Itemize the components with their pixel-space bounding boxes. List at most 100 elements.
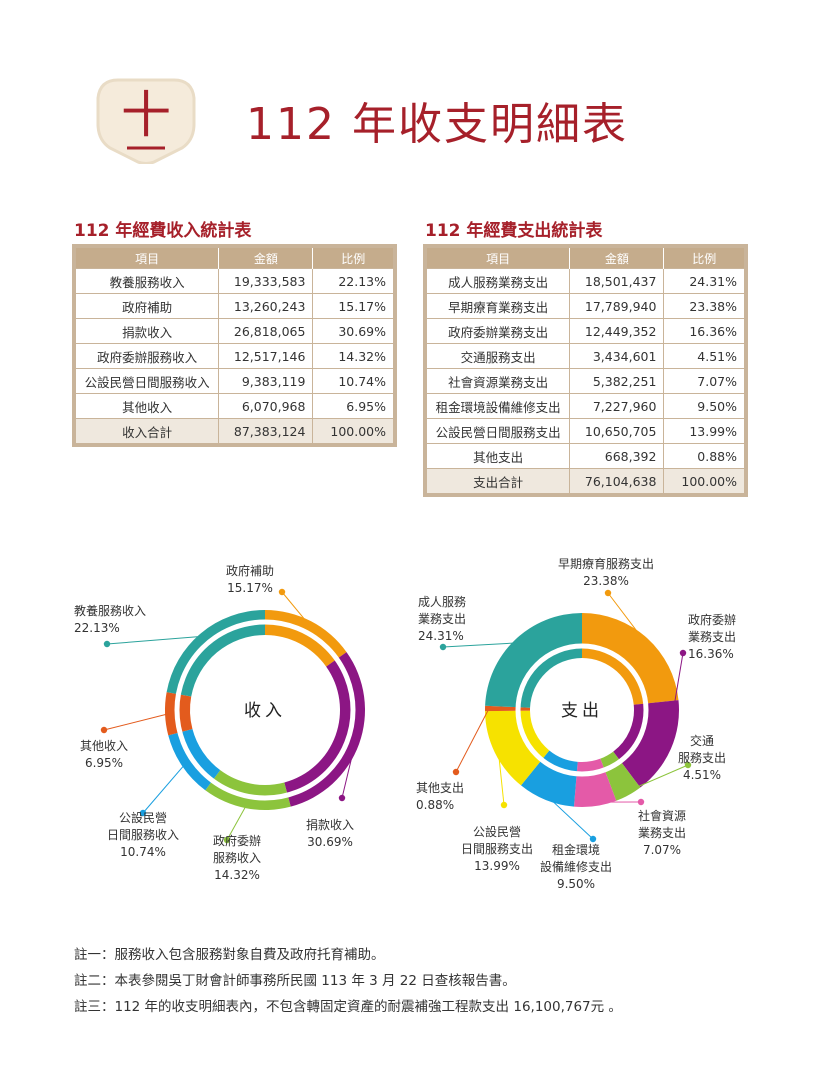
leader-line [626, 764, 689, 792]
table-cell-amount: 19,333,583 [218, 268, 314, 294]
income-table-title: 112 年經費收入統計表 [74, 221, 252, 241]
slice-category-label: 業務支出 [418, 612, 466, 626]
donut-slice [485, 613, 582, 708]
table-total-row: 支出合計 76,104,638 100.00% [424, 468, 747, 496]
table-cell-ratio: 30.69% [312, 318, 396, 344]
donut-slice [613, 700, 679, 788]
table-cell-ratio: 15.17% [312, 293, 396, 319]
leader-dot [139, 809, 147, 817]
table-row: 租金環境設備維修支出 7,227,960 9.50% [424, 393, 747, 419]
slice-category-label: 早期療育服務支出 [558, 556, 654, 571]
leader-dot [103, 640, 111, 648]
table-cell-ratio: 10.74% [312, 368, 396, 394]
slice-category-label: 交通 [690, 733, 714, 748]
donut-slice [521, 750, 578, 807]
total-cell-ratio: 100.00% [312, 418, 396, 446]
leader-dot [439, 643, 447, 651]
income-donut-chart: 收入 政府補助 15.17% 捐款收入 30.69% 政府委辦服務收入 14.32% 公設民營… [74, 563, 365, 882]
slice-percent-label: 30.69% [307, 835, 353, 849]
slice-percent-label: 4.51% [683, 768, 721, 782]
table-cell-ratio: 23.38% [663, 293, 747, 319]
donut-slice [573, 758, 617, 807]
table-cell-item: 政府補助 [73, 293, 220, 319]
slice-category-label: 業務支出 [638, 826, 686, 840]
slice-category-label: 租金環境 [552, 842, 600, 857]
donut-slice [205, 770, 291, 810]
leader-dot [684, 761, 692, 769]
slice-percent-label: 24.31% [418, 629, 464, 643]
table-cell-item: 教養服務收入 [73, 268, 220, 294]
table-cell-ratio: 24.31% [663, 268, 747, 294]
leader-dot [100, 726, 108, 734]
slice-percent-label: 22.13% [74, 621, 120, 635]
inner-ring [174, 619, 356, 801]
column-header: 項目 [74, 246, 219, 269]
table-row: 政府補助 13,260,243 15.17% [73, 293, 396, 319]
table-row: 政府委辦業務支出 12,449,352 16.36% [424, 318, 747, 344]
total-cell-item: 收入合計 [73, 418, 220, 446]
leader-line [666, 652, 684, 748]
table-row: 政府委辦服務收入 12,517,146 14.32% [73, 343, 396, 369]
table-cell-ratio: 13.99% [663, 418, 747, 444]
income-table: 項目 金額 比例 教養服務收入 19,333,583 22.13% 政府補助 13,26… [72, 244, 397, 447]
table-cell-amount: 13,260,243 [218, 293, 314, 319]
slice-percent-label: 10.74% [120, 845, 166, 859]
table-cell-amount: 12,517,146 [218, 343, 314, 369]
leader-dot [223, 836, 231, 844]
table-cell-item: 政府委辦服務收入 [73, 343, 220, 369]
total-cell-ratio: 100.00% [663, 468, 747, 496]
slice-percent-label: 6.95% [85, 756, 123, 770]
slice-percent-label: 14.32% [214, 868, 260, 882]
leader-dot [679, 649, 687, 657]
total-cell-amount: 87,383,124 [218, 418, 314, 446]
leader-dot [637, 798, 645, 806]
table-row: 其他支出 668,392 0.88% [424, 443, 747, 469]
slice-percent-label: 0.88% [416, 798, 454, 812]
column-header: 比例 [663, 246, 746, 269]
slice-category-label: 捐款收入 [306, 818, 354, 832]
table-row: 教養服務收入 19,333,583 22.13% [73, 268, 396, 294]
expense-donut-chart: 支出早期療育服務支出23.38%政府委辦業務支出16.36%交通服務支出4.51… [416, 556, 736, 891]
slice-category-label: 日間服務支出 [461, 842, 533, 856]
slice-category-label: 政府委辦 [213, 833, 261, 848]
chart-center-label: 支出 [561, 701, 603, 721]
slice-category-label: 成人服務 [418, 595, 466, 609]
leader-line [455, 708, 490, 773]
table-row: 成人服務業務支出 18,501,437 24.31% [424, 268, 747, 294]
expense-table: 項目 金額 比例 成人服務業務支出 18,501,437 24.31% 早期療育業務支… [423, 244, 748, 497]
page-title: 112 年收支明細表 [246, 99, 628, 150]
leader-dot [278, 588, 286, 596]
chart-center-label: 收入 [244, 701, 286, 721]
table-row: 早期療育業務支出 17,789,940 23.38% [424, 293, 747, 319]
table-cell-amount: 10,650,705 [569, 418, 665, 444]
table-row: 其他收入 6,070,968 6.95% [73, 393, 396, 419]
table-cell-ratio: 22.13% [312, 268, 396, 294]
slice-percent-label: 7.07% [643, 843, 681, 857]
table-cell-ratio: 0.88% [663, 443, 747, 469]
table-row: 捐款收入 26,818,065 30.69% [73, 318, 396, 344]
table-cell-amount: 18,501,437 [569, 268, 665, 294]
table-total-row: 收入合計 87,383,124 100.00% [73, 418, 396, 446]
expense-table-title: 112 年經費支出統計表 [425, 221, 603, 241]
footnotes: 註一：服務收入包含服務對象自費及政府托育補助。 註二：本表參閱吳丁財會計師事務所… [74, 942, 622, 1020]
leader-line [142, 763, 186, 814]
table-cell-item: 政府委辦業務支出 [424, 318, 571, 344]
slice-percent-label: 16.36% [688, 647, 734, 661]
table-cell-amount: 7,227,960 [569, 393, 665, 419]
column-header: 項目 [425, 246, 570, 269]
slice-category-label: 設備維修支出 [540, 859, 612, 874]
leader-line [547, 795, 594, 840]
table-cell-amount: 668,392 [569, 443, 665, 469]
leader-dot [500, 801, 508, 809]
table-cell-ratio: 4.51% [663, 343, 747, 369]
section-number-badge: 十 [96, 78, 196, 164]
column-header: 金額 [569, 246, 664, 269]
note-1: 註一：服務收入包含服務對象自費及政府托育補助。 [74, 947, 385, 963]
donut-slice [284, 652, 365, 807]
donut-slice [485, 710, 550, 786]
table-cell-item: 租金環境設備維修支出 [424, 393, 571, 419]
table-row: 交通服務支出 3,434,601 4.51% [424, 343, 747, 369]
total-cell-amount: 76,104,638 [569, 468, 665, 496]
table-cell-amount: 6,070,968 [218, 393, 314, 419]
leader-dot [452, 768, 460, 776]
